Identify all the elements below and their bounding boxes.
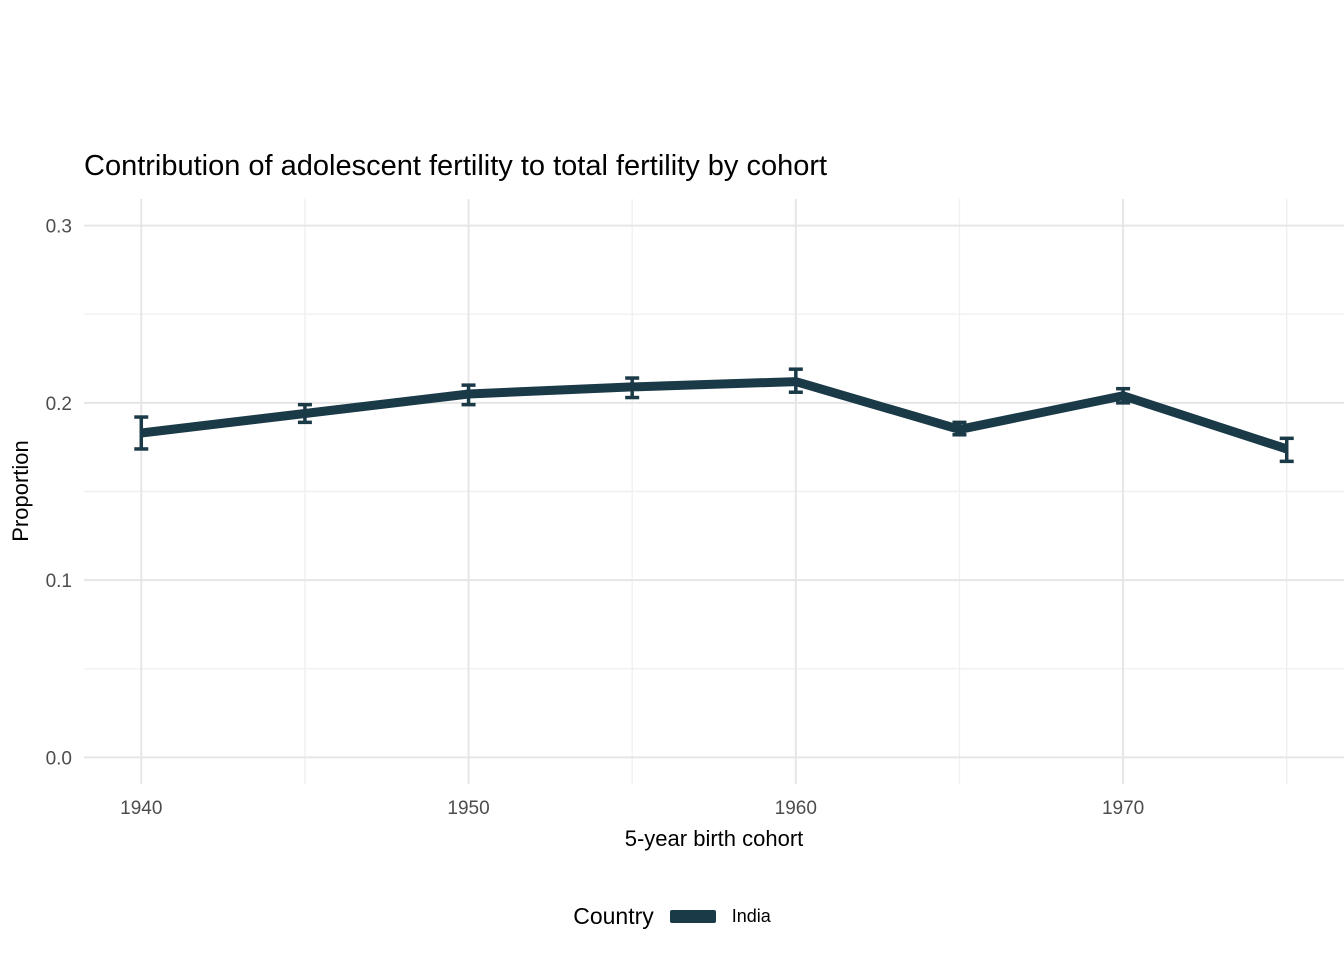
x-tick-labels: 1940 1950 1960 1970 xyxy=(120,798,1144,819)
x-axis-title: 5-year birth cohort xyxy=(624,826,804,851)
legend-swatch-india xyxy=(669,910,716,923)
x-tick-label: 1970 xyxy=(1102,798,1144,819)
series-lines xyxy=(140,377,1289,454)
y-tick-labels: 0.0 0.1 0.2 0.3 xyxy=(46,217,72,770)
x-tick-label: 1960 xyxy=(775,798,817,819)
error-bars xyxy=(134,367,1294,464)
y-tick-label: 0.0 xyxy=(46,748,72,769)
chart-title: Contribution of adolescent fertility to … xyxy=(84,150,828,182)
legend: Country India xyxy=(0,903,1344,930)
y-tick-label: 0.1 xyxy=(46,571,72,592)
gridlines-minor xyxy=(84,199,1344,784)
y-tick-label: 0.2 xyxy=(46,394,72,415)
x-tick-label: 1950 xyxy=(447,798,489,819)
series-line-india xyxy=(140,377,1289,454)
gridlines-major xyxy=(84,199,1344,784)
legend-title: Country xyxy=(573,903,654,929)
y-axis-title: Proportion xyxy=(8,440,33,542)
y-tick-label: 0.3 xyxy=(46,217,72,238)
legend-label-india: India xyxy=(731,906,771,926)
x-tick-label: 1940 xyxy=(120,798,162,819)
